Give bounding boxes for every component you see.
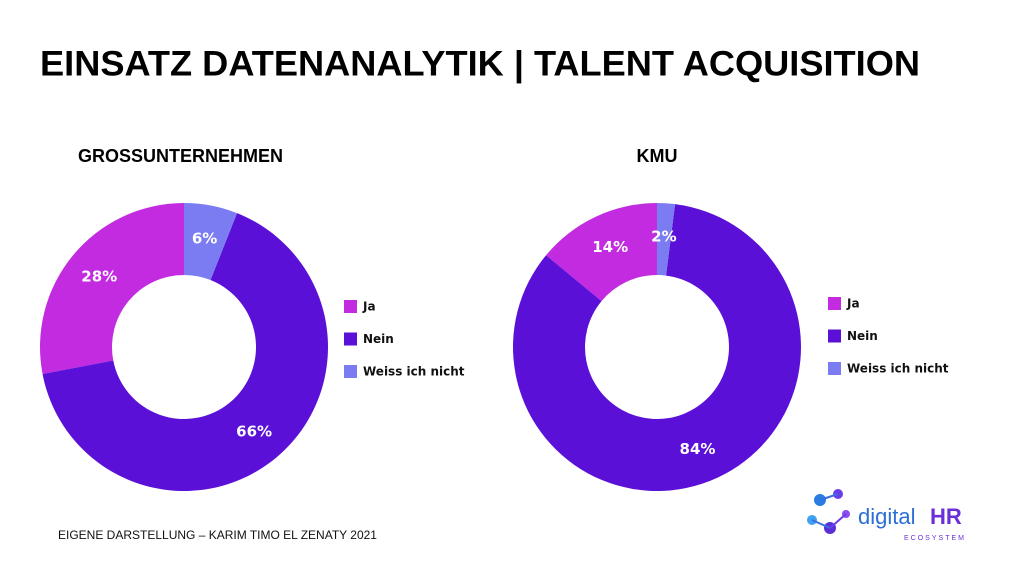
logo-tagline: ECOSYSTEM xyxy=(904,535,966,542)
legend-label: Ja xyxy=(846,297,860,311)
legend-swatch xyxy=(828,297,841,310)
chart-title: KMU xyxy=(637,146,678,166)
source-note: EIGENE DARSTELLUNG – KARIM TIMO EL ZENAT… xyxy=(58,528,377,542)
legend-label: Nein xyxy=(847,329,878,343)
donut-slice xyxy=(513,204,801,491)
donut-slice xyxy=(42,213,329,491)
legend-label: Weiss ich nicht xyxy=(363,365,465,379)
legend-swatch xyxy=(828,362,841,375)
logo: digital HR ECOSYSTEM xyxy=(807,489,966,542)
logo-word: digital xyxy=(858,504,915,529)
donut-slice xyxy=(40,203,185,374)
logo-accent: HR xyxy=(930,504,962,529)
legend-label: Nein xyxy=(363,332,394,346)
legend-label: Weiss ich nicht xyxy=(847,362,949,376)
data-label: 14% xyxy=(592,238,628,256)
page-title: EINSATZ DATENANALYTIK | TALENT ACQUISITI… xyxy=(40,44,920,83)
donut-slice xyxy=(657,203,676,276)
logo-link xyxy=(829,513,847,529)
data-label: 28% xyxy=(81,267,117,285)
donut-slice xyxy=(184,203,238,281)
logo-link xyxy=(819,493,839,501)
legend-swatch xyxy=(344,300,357,313)
legend-label: Ja xyxy=(362,300,376,314)
legend-swatch xyxy=(344,365,357,378)
chart-title: GROSSUNTERNEHMEN xyxy=(78,146,283,166)
data-label: 84% xyxy=(680,440,716,458)
data-label: 6% xyxy=(192,229,217,247)
legend-swatch xyxy=(344,332,357,346)
logo-link xyxy=(811,519,831,529)
donut-slice xyxy=(546,203,657,302)
data-label: 2% xyxy=(651,228,676,246)
legend-swatch xyxy=(828,329,841,343)
data-label: 66% xyxy=(236,422,272,440)
